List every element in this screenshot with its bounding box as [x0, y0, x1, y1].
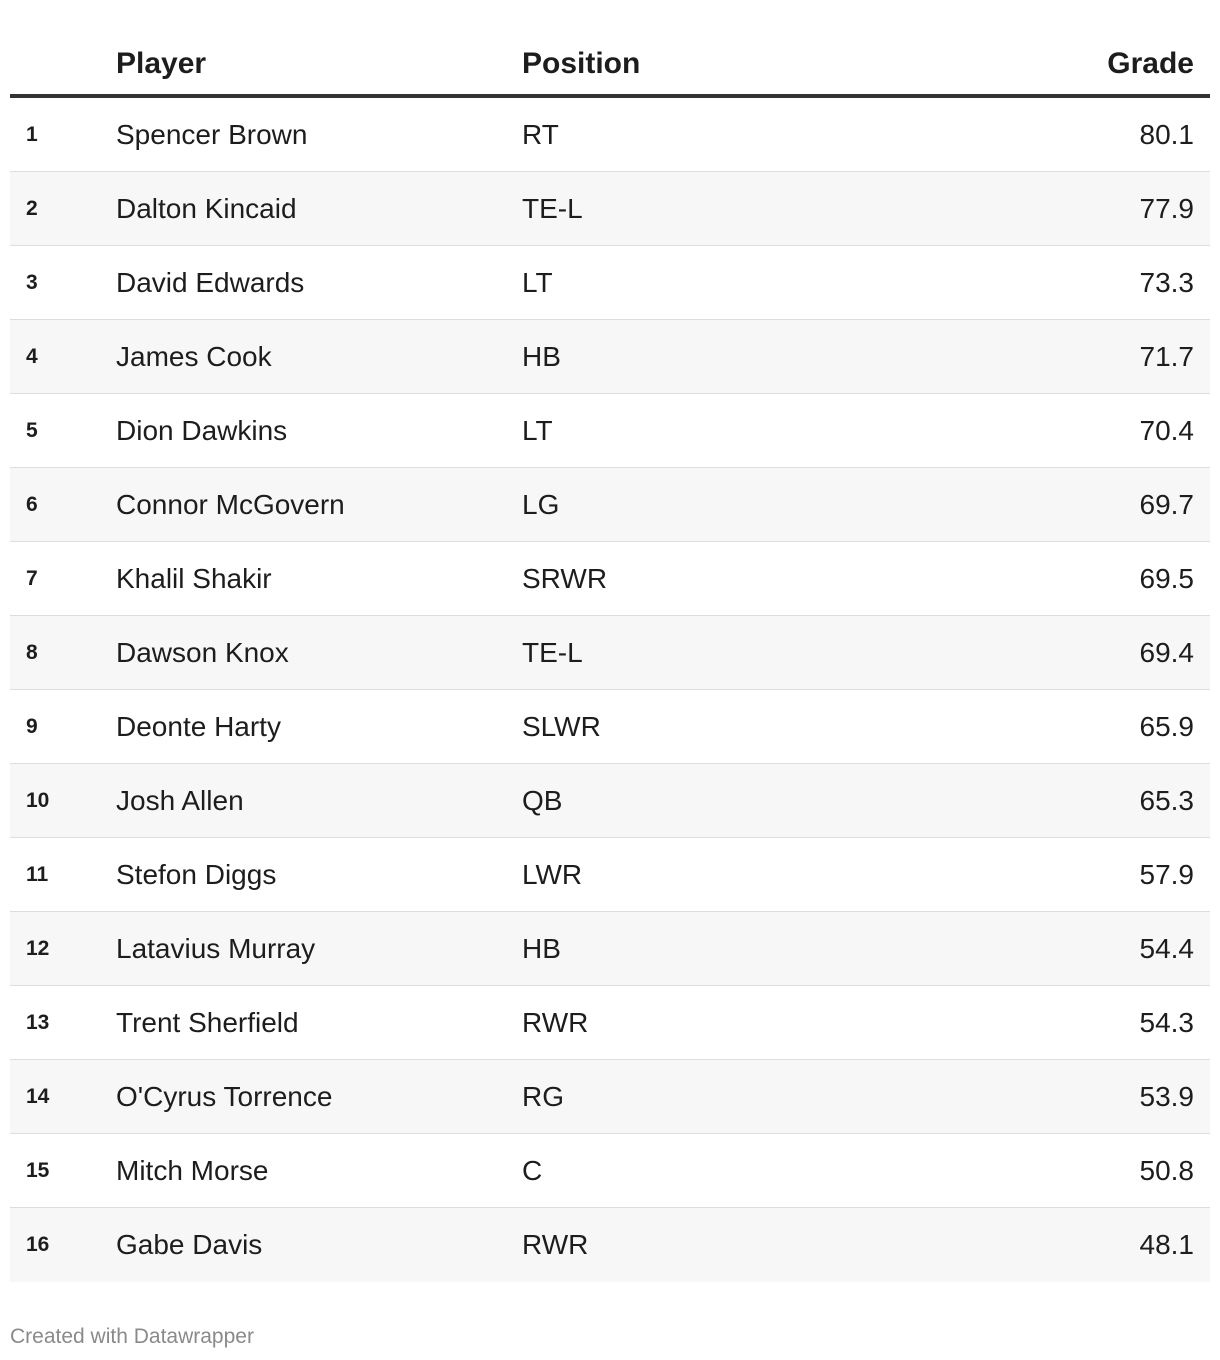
- grade-cell: 65.9: [1139, 711, 1195, 742]
- rank-cell: 9: [26, 715, 38, 738]
- grade-cell: 73.3: [1139, 267, 1195, 298]
- position-cell: HB: [522, 341, 561, 372]
- player-cell: Dalton Kincaid: [116, 193, 297, 224]
- position-cell: HB: [522, 933, 561, 964]
- player-cell: Latavius Murray: [116, 933, 316, 964]
- position-cell: SRWR: [522, 563, 608, 594]
- player-cell: Gabe Davis: [116, 1229, 263, 1260]
- grade-cell: 54.3: [1139, 1007, 1195, 1038]
- rank-cell: 11: [26, 863, 49, 886]
- rank-cell: 16: [26, 1233, 50, 1256]
- rank-cell: 5: [26, 419, 38, 442]
- position-cell: LWR: [522, 859, 583, 890]
- table-body: 1 Spencer Brown RT 80.1 2 Dalton Kincaid TE-L 7…: [10, 98, 1210, 1282]
- grade-cell: 54.4: [1139, 933, 1195, 964]
- grade-cell: 65.3: [1139, 785, 1195, 816]
- table-row: 10 Josh Allen QB 65.3: [10, 764, 1210, 838]
- player-cell: Trent Sherfield: [116, 1007, 299, 1038]
- table-row: 8 Dawson Knox TE-L 69.4: [10, 616, 1210, 690]
- table-row: 2 Dalton Kincaid TE-L 77.9: [10, 172, 1210, 246]
- column-header-grade[interactable]: Grade: [1107, 47, 1194, 80]
- table-row: 5 Dion Dawkins LT 70.4: [10, 394, 1210, 468]
- rank-cell: 15: [26, 1159, 50, 1182]
- rank-cell: 7: [26, 567, 38, 590]
- position-cell: RG: [522, 1081, 564, 1112]
- grade-cell: 69.4: [1139, 637, 1195, 668]
- rank-cell: 14: [26, 1085, 50, 1108]
- grade-cell: 71.7: [1139, 341, 1195, 372]
- grade-cell: 48.1: [1139, 1229, 1195, 1260]
- position-cell: TE-L: [522, 193, 583, 224]
- table-row: 7 Khalil Shakir SRWR 69.5: [10, 542, 1210, 616]
- player-cell: Deonte Harty: [116, 711, 281, 742]
- footer-credit[interactable]: Created with Datawrapper: [10, 1325, 254, 1348]
- position-cell: SLWR: [522, 711, 601, 742]
- grade-cell: 53.9: [1139, 1081, 1195, 1112]
- column-header-position[interactable]: Position: [522, 47, 641, 80]
- position-cell: QB: [522, 785, 563, 816]
- player-cell: Connor McGovern: [116, 489, 345, 520]
- player-cell: Dawson Knox: [116, 637, 289, 668]
- player-cell: Dion Dawkins: [116, 415, 288, 446]
- position-cell: RWR: [522, 1007, 589, 1038]
- position-cell: RWR: [522, 1229, 589, 1260]
- data-table: Player Position Grade 1 Spencer Brown RT 80…: [10, 28, 1210, 1282]
- column-header-player[interactable]: Player: [116, 47, 207, 80]
- grade-cell: 70.4: [1139, 415, 1195, 446]
- table-row: 15 Mitch Morse C 50.8: [10, 1134, 1210, 1208]
- rank-cell: 2: [26, 197, 38, 220]
- table-row: 1 Spencer Brown RT 80.1: [10, 98, 1210, 172]
- rank-cell: 13: [26, 1011, 50, 1034]
- table-row: 16 Gabe Davis RWR 48.1: [10, 1208, 1210, 1282]
- grade-cell: 77.9: [1139, 193, 1195, 224]
- table-row: 3 David Edwards LT 73.3: [10, 246, 1210, 320]
- table-header-row: Player Position Grade: [10, 28, 1210, 98]
- grade-cell: 57.9: [1139, 859, 1195, 890]
- table-row: 4 James Cook HB 71.7: [10, 320, 1210, 394]
- grade-cell: 69.7: [1139, 489, 1195, 520]
- rank-cell: 10: [26, 789, 50, 812]
- player-cell: Mitch Morse: [116, 1155, 269, 1186]
- player-cell: David Edwards: [116, 267, 305, 298]
- rank-cell: 6: [26, 493, 38, 516]
- table-row: 11 Stefon Diggs LWR 57.9: [10, 838, 1210, 912]
- player-cell: O'Cyrus Torrence: [116, 1081, 333, 1112]
- table-row: 9 Deonte Harty SLWR 65.9: [10, 690, 1210, 764]
- player-cell: Stefon Diggs: [116, 859, 277, 890]
- grade-cell: 50.8: [1139, 1155, 1195, 1186]
- position-cell: C: [522, 1155, 543, 1186]
- grade-cell: 69.5: [1139, 563, 1195, 594]
- grade-cell: 80.1: [1139, 119, 1195, 150]
- rank-cell: 12: [26, 937, 50, 960]
- position-cell: LT: [522, 267, 553, 298]
- table-row: 6 Connor McGovern LG 69.7: [10, 468, 1210, 542]
- table-row: 13 Trent Sherfield RWR 54.3: [10, 986, 1210, 1060]
- rank-cell: 8: [26, 641, 38, 664]
- table-row: 14 O'Cyrus Torrence RG 53.9: [10, 1060, 1210, 1134]
- player-cell: James Cook: [116, 341, 272, 372]
- position-cell: LT: [522, 415, 553, 446]
- rank-cell: 1: [26, 123, 38, 146]
- player-cell: Josh Allen: [116, 785, 244, 816]
- position-cell: LG: [522, 489, 560, 520]
- rank-cell: 4: [26, 345, 38, 368]
- position-cell: RT: [522, 119, 559, 150]
- position-cell: TE-L: [522, 637, 583, 668]
- player-cell: Khalil Shakir: [116, 563, 272, 594]
- table-row: 12 Latavius Murray HB 54.4: [10, 912, 1210, 986]
- player-cell: Spencer Brown: [116, 119, 308, 150]
- rank-cell: 3: [26, 271, 38, 294]
